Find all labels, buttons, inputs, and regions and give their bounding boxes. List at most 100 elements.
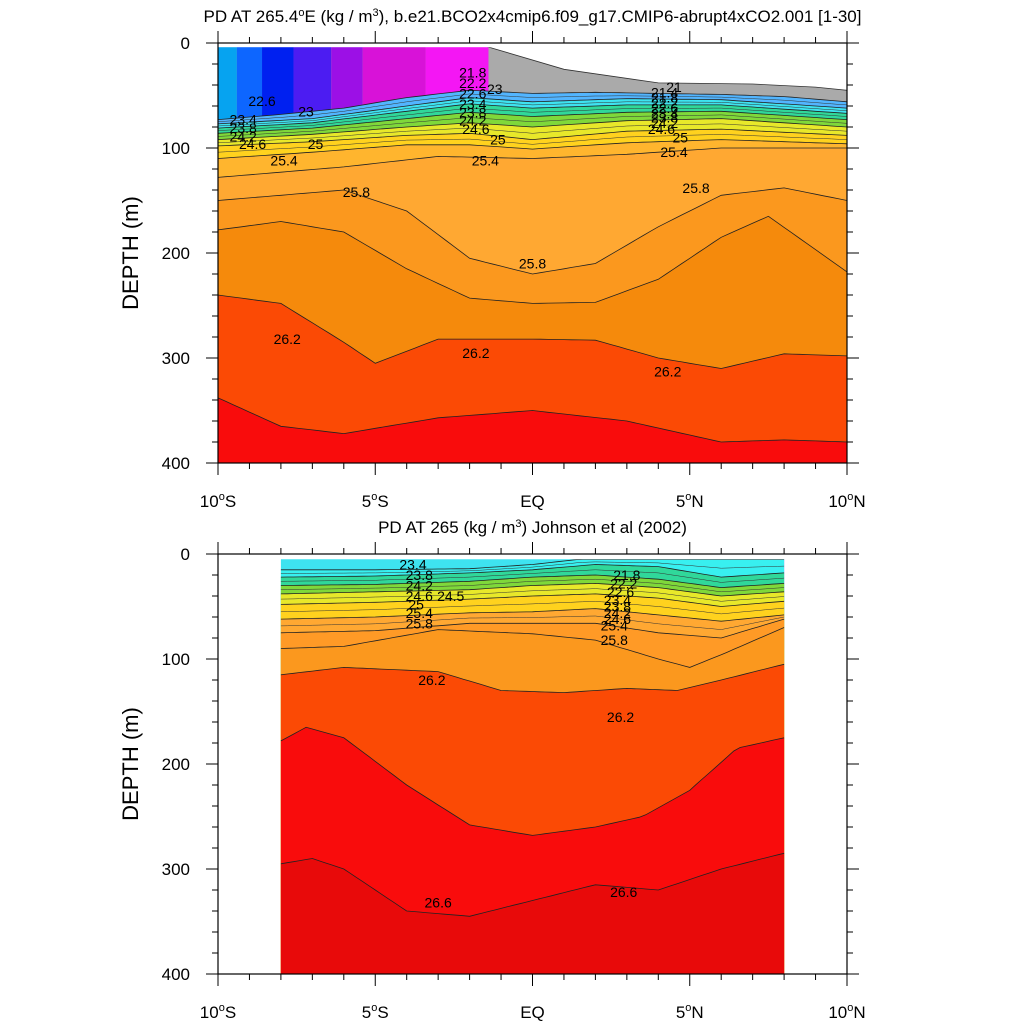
x-tick-label: EQ bbox=[520, 1003, 545, 1022]
contour-label: 23.8 bbox=[230, 120, 257, 136]
contour-label: 23 bbox=[298, 103, 314, 119]
contour-label: 24.6 bbox=[648, 121, 675, 137]
panel-lower: 23.423.824.224.6 24.52525.425.826.226.226… bbox=[118, 518, 866, 1022]
contour-label: 24.2 bbox=[651, 115, 678, 131]
contour-label: 24.2 bbox=[459, 113, 486, 129]
contour-label: 25 bbox=[490, 132, 506, 148]
contour-line-minor bbox=[217, 134, 848, 153]
y-tick-label: 300 bbox=[162, 349, 190, 368]
x-tick-label: 5oN bbox=[676, 1002, 704, 1022]
contour-label: 23.4 bbox=[230, 112, 257, 128]
chart-title: PD AT 265.4oE (kg / m3), b.e21.BCO2x4cmi… bbox=[204, 7, 862, 26]
y-tick-label: 200 bbox=[162, 755, 190, 774]
surface-blank bbox=[218, 554, 847, 560]
contour-line-26 bbox=[280, 663, 785, 694]
x-tick-label: 5oN bbox=[676, 491, 704, 511]
contour-label: 24.6 bbox=[462, 121, 489, 137]
contour-line-26.2 bbox=[217, 397, 848, 443]
degree-mark: o bbox=[371, 1002, 377, 1014]
contour-label: 21.8 bbox=[459, 64, 486, 80]
x-tick-label: 10oS bbox=[200, 491, 236, 511]
x-tick-num: 5 bbox=[676, 1003, 685, 1022]
surface-band-0 bbox=[218, 43, 237, 138]
contour-label: 25.4 bbox=[406, 605, 433, 621]
contour-line-23.4 bbox=[280, 558, 785, 571]
contour-label: 21.4 bbox=[651, 84, 678, 100]
contour-label: 25.4 bbox=[472, 153, 499, 169]
x-tick-hem: N bbox=[853, 492, 865, 511]
contour-label: 26.2 bbox=[274, 331, 301, 347]
y-tick-label: 100 bbox=[162, 139, 190, 158]
contour-label: 26.6 bbox=[425, 895, 452, 911]
degree-mark: o bbox=[847, 1002, 853, 1014]
contour-line-minor bbox=[217, 100, 848, 127]
contour-line-23 bbox=[217, 89, 848, 120]
contour-label: 21.8 bbox=[613, 567, 640, 583]
contour-line-26 bbox=[217, 294, 848, 369]
x-tick-num: 10 bbox=[200, 1003, 219, 1022]
contour-line-minor bbox=[217, 93, 848, 123]
y-tick-label: 400 bbox=[162, 965, 190, 984]
contour-label: 25.8 bbox=[682, 180, 709, 196]
contour-label: 25.8 bbox=[343, 184, 370, 200]
contour-line-24.6 bbox=[280, 582, 785, 597]
contour-line-minor bbox=[217, 114, 848, 137]
contour-line-minor bbox=[280, 569, 785, 583]
contour-line-25.4 bbox=[280, 608, 785, 622]
x-tick-hem: S bbox=[225, 492, 236, 511]
contour-label: 22.6 bbox=[607, 584, 634, 600]
contour-label: 26.2 bbox=[654, 364, 681, 380]
contour-line-24.2 bbox=[280, 574, 785, 589]
contour-line-minor bbox=[280, 578, 785, 593]
y-axis-title: DEPTH (m) bbox=[118, 196, 143, 310]
x-tick-hem: S bbox=[225, 1003, 236, 1022]
contour-label: 21.8 bbox=[651, 90, 678, 106]
x-tick-num: 10 bbox=[828, 492, 847, 511]
contour-line-23.8 bbox=[280, 564, 785, 578]
contour-label: 24.2 bbox=[230, 128, 257, 144]
x-tick-num: 10 bbox=[828, 1003, 847, 1022]
x-tick-label: 10oN bbox=[828, 1002, 865, 1022]
x-tick-label: 5oS bbox=[362, 1002, 389, 1022]
degree-mark: o bbox=[371, 491, 377, 503]
contour-line-25.6 bbox=[217, 187, 848, 275]
contour-line-minor bbox=[280, 601, 785, 615]
contour-label: 24.6 bbox=[239, 136, 266, 152]
contour-label: 25 bbox=[308, 136, 324, 152]
contour-line-25.4 bbox=[217, 147, 847, 178]
contour-label: 25.8 bbox=[406, 615, 433, 631]
x-tick-num: 10 bbox=[200, 492, 219, 511]
contour-label: 22.2 bbox=[610, 575, 637, 591]
contour-label: 22.2 bbox=[459, 75, 486, 91]
contour-label: 25.8 bbox=[601, 632, 628, 648]
contour-label: 22.6 bbox=[459, 85, 486, 101]
y-tick-label: 0 bbox=[181, 545, 190, 564]
contour-line-25.8 bbox=[217, 215, 848, 304]
contour-label: 24.2 bbox=[604, 605, 631, 621]
contour-label: 23.8 bbox=[459, 104, 486, 120]
contour-line-minor bbox=[280, 615, 785, 630]
contour-line-25.2 bbox=[217, 139, 848, 159]
degree-mark: o bbox=[847, 491, 853, 503]
contour-label: 21 bbox=[666, 79, 682, 95]
level-band-26.2 bbox=[218, 397, 847, 463]
contour-line-23.4 bbox=[217, 97, 848, 125]
contour-line-25.8 bbox=[280, 627, 785, 668]
y-axis-title: DEPTH (m) bbox=[118, 707, 143, 821]
contour-label: 23.4 bbox=[459, 96, 486, 112]
x-tick-label: EQ bbox=[520, 492, 545, 511]
contour-label: 22.2 bbox=[651, 95, 678, 111]
contour-label: 25.4 bbox=[660, 144, 687, 160]
x-tick-num: EQ bbox=[520, 492, 545, 511]
contour-line-25.6 bbox=[280, 618, 785, 639]
contour-label: 26.2 bbox=[462, 345, 489, 361]
x-tick-hem: S bbox=[377, 492, 388, 511]
contour-label: 25.4 bbox=[270, 153, 297, 169]
x-tick-num: EQ bbox=[520, 1003, 545, 1022]
y-tick-label: 0 bbox=[181, 34, 190, 53]
contour-label: 23.8 bbox=[651, 110, 678, 126]
surface-blank bbox=[218, 43, 847, 48]
y-tick-label: 300 bbox=[162, 860, 190, 879]
contour-label: 25.8 bbox=[519, 256, 546, 272]
contour-label: 23.4 bbox=[651, 105, 678, 121]
